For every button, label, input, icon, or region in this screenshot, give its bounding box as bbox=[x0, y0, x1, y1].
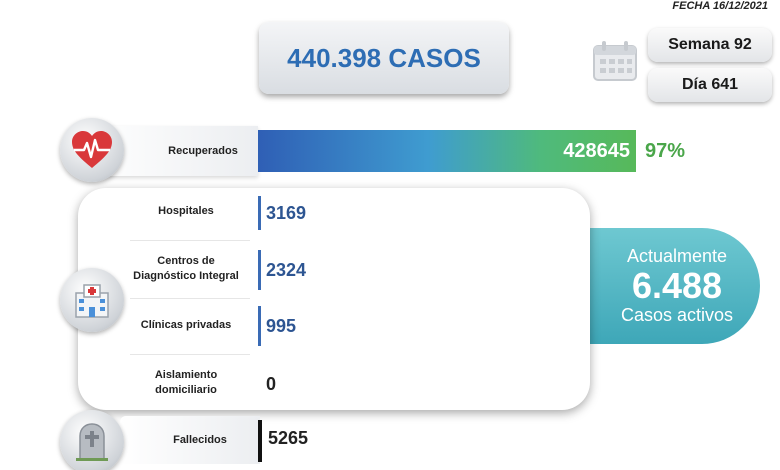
private-clinics-label: Clínicas privadas bbox=[140, 319, 232, 331]
cdi-label: Centros de Diagnóstico Integral bbox=[120, 254, 252, 284]
active-cases-line3: Casos activos bbox=[620, 305, 734, 325]
day-badge: Día 641 bbox=[648, 68, 772, 102]
home-isolation-line2: domiciliario bbox=[155, 384, 217, 396]
calendar-icon bbox=[592, 40, 638, 82]
week-text: Semana 92 bbox=[668, 36, 752, 53]
deaths-value: 5265 bbox=[268, 428, 309, 448]
heart-pulse-icon bbox=[60, 118, 124, 182]
row-separator bbox=[130, 240, 250, 241]
deaths-label-card: Fallecidos bbox=[120, 416, 260, 464]
hospitals-value: 3169 bbox=[266, 203, 307, 223]
cdi-label-line2: Diagnóstico Integral bbox=[133, 270, 239, 282]
recovered-bar: 428645 bbox=[258, 130, 636, 172]
row-separator bbox=[130, 354, 250, 355]
deaths-label: Fallecidos bbox=[173, 434, 227, 446]
total-cases-text: 440.398 CASOS bbox=[287, 42, 481, 73]
hospitals-bar bbox=[258, 196, 261, 230]
home-isolation-line1: Aislamiento bbox=[154, 369, 218, 381]
deaths-bar bbox=[258, 420, 262, 462]
cdi-label-line1: Centros de bbox=[157, 255, 215, 267]
hospitals-label: Hospitales bbox=[158, 205, 214, 217]
week-badge: Semana 92 bbox=[648, 28, 772, 62]
active-cases-value: 6.488 bbox=[631, 265, 723, 306]
hospital-icon bbox=[60, 268, 124, 332]
cdi-value: 2324 bbox=[266, 260, 307, 280]
day-text: Día 641 bbox=[681, 76, 739, 93]
home-isolation-label: Aislamiento domiciliario bbox=[120, 368, 252, 398]
active-cases-box: Actualmente 6.488 Casos activos bbox=[580, 228, 760, 344]
row-separator bbox=[130, 298, 250, 299]
cdi-bar bbox=[258, 250, 261, 290]
tombstone-icon bbox=[60, 410, 124, 470]
total-cases-box: 440.398 CASOS bbox=[259, 22, 509, 94]
recovered-label: Recuperados bbox=[168, 145, 238, 157]
home-isolation-value: 0 bbox=[266, 374, 277, 394]
private-clinics-value: 995 bbox=[266, 316, 297, 336]
recovered-percent: 97% bbox=[645, 140, 686, 162]
active-cases-line1: Actualmente bbox=[626, 246, 728, 266]
recovered-value: 428645 bbox=[563, 139, 630, 162]
report-date: FECHA 16/12/2021 bbox=[672, 0, 768, 12]
private-clinics-bar bbox=[258, 306, 261, 346]
breakdown-panel bbox=[78, 188, 590, 410]
